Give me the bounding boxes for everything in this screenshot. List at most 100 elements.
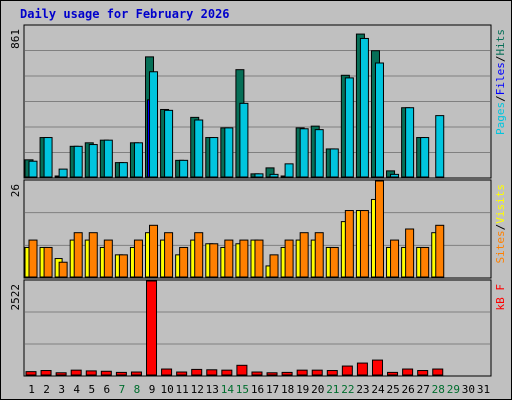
day-label: 21: [326, 383, 339, 396]
sites-bar: [239, 239, 249, 278]
hits-bar: [269, 173, 279, 178]
hits-bar: [194, 119, 204, 178]
kbytes-bar: [371, 359, 383, 376]
legend-pages: Pages: [494, 102, 507, 135]
kbytes-bar: [130, 371, 142, 376]
hits-bar: [58, 168, 68, 178]
day-label: 31: [477, 383, 490, 396]
day-label: 4: [73, 383, 80, 396]
sites-bar: [405, 228, 415, 278]
day-label: 5: [88, 383, 95, 396]
hits-bar: [299, 128, 309, 178]
kbytes-bar: [55, 372, 67, 376]
day-label: 15: [236, 383, 249, 396]
sites-bar: [179, 246, 189, 278]
day-label: 30: [462, 383, 475, 396]
day-label: 22: [341, 383, 354, 396]
legend-separator: /: [494, 95, 507, 102]
day-label: 18: [281, 383, 294, 396]
kbytes-bar: [40, 370, 52, 376]
kbytes-bar: [266, 372, 278, 376]
kbytes-bar: [70, 369, 82, 376]
day-label: 2: [43, 383, 50, 396]
kbytes-bar: [221, 369, 233, 376]
hits-bar: [435, 115, 445, 178]
kbytes-bar: [341, 365, 353, 376]
day-label: 12: [191, 383, 204, 396]
hits-bar: [390, 173, 400, 178]
kbytes-bar: [236, 364, 248, 376]
legend-visits: Visits: [494, 184, 507, 224]
legend-separator: /: [494, 56, 507, 63]
hits-bar: [209, 137, 219, 178]
day-label: 17: [266, 383, 279, 396]
day-label: 27: [417, 383, 430, 396]
kbytes-bar: [387, 371, 399, 376]
hits-bar: [149, 71, 159, 178]
day-label: 8: [134, 383, 141, 396]
sites-bar: [58, 261, 68, 278]
day-label: 13: [206, 383, 219, 396]
legend-files: Files: [494, 62, 507, 95]
legend-kbytes: kB F: [494, 284, 507, 311]
hits-bar: [118, 162, 128, 178]
day-label: 28: [432, 383, 445, 396]
kbytes-bar: [417, 370, 429, 376]
sites-bar: [43, 246, 53, 278]
kbytes-legend: kB F: [494, 284, 507, 311]
hits-bar: [179, 159, 189, 178]
legend-hits: Hits: [494, 29, 507, 56]
kbytes-bar: [100, 370, 112, 376]
hits-bar: [28, 160, 38, 178]
hits-bar: [239, 102, 249, 178]
sites-bar: [284, 239, 294, 278]
sites-bar: [374, 180, 384, 278]
sites-bar: [420, 246, 430, 278]
sites-bar: [390, 239, 400, 278]
kbytes-ymax-label: 2522: [9, 284, 22, 311]
kbytes-bar: [191, 368, 203, 376]
kbytes-bar: [115, 371, 127, 376]
kbytes-bar: [85, 370, 97, 376]
day-label: 25: [386, 383, 399, 396]
day-label: 3: [58, 383, 65, 396]
kbytes-bar: [251, 371, 263, 376]
legend-separator: /: [494, 224, 507, 231]
day-label: 11: [176, 383, 189, 396]
hits-bar: [88, 144, 98, 178]
hits-bar: [284, 163, 294, 178]
sites-bar: [118, 254, 128, 278]
hits-legend: Pages/Files/Hits: [494, 29, 507, 135]
day-label: 14: [221, 383, 235, 396]
day-label: 9: [149, 383, 156, 396]
kbytes-bar: [25, 371, 37, 376]
sites-bar: [103, 239, 113, 278]
visits-legend: Sites/Visits: [494, 184, 507, 264]
chart-title: Daily usage for February 2026: [20, 7, 230, 21]
hits-bar: [103, 139, 113, 178]
sites-bar: [133, 239, 143, 278]
hits-bar: [164, 109, 174, 178]
hits-bar: [374, 62, 384, 178]
hits-bar: [405, 107, 415, 178]
hits-bar: [329, 148, 339, 178]
hits-ymax-label: 861: [9, 29, 22, 49]
sites-bar: [269, 254, 279, 278]
panel-3-background: [23, 279, 492, 377]
visits-ymax-label: 26: [9, 184, 22, 197]
sites-bar: [359, 210, 369, 278]
hits-bar: [420, 137, 430, 178]
kbytes-bar: [432, 368, 444, 376]
day-label: 29: [447, 383, 460, 396]
sites-bar: [254, 239, 264, 278]
legend-sites: Sites: [494, 230, 507, 263]
kbytes-bar: [311, 369, 323, 376]
day-label: 20: [311, 383, 324, 396]
kbytes-bar: [161, 368, 173, 376]
hits-bar: [133, 142, 143, 178]
kbytes-bar: [356, 362, 368, 376]
hits-bar: [314, 129, 324, 178]
kbytes-bar: [326, 370, 338, 376]
hits-bar: [224, 127, 234, 178]
